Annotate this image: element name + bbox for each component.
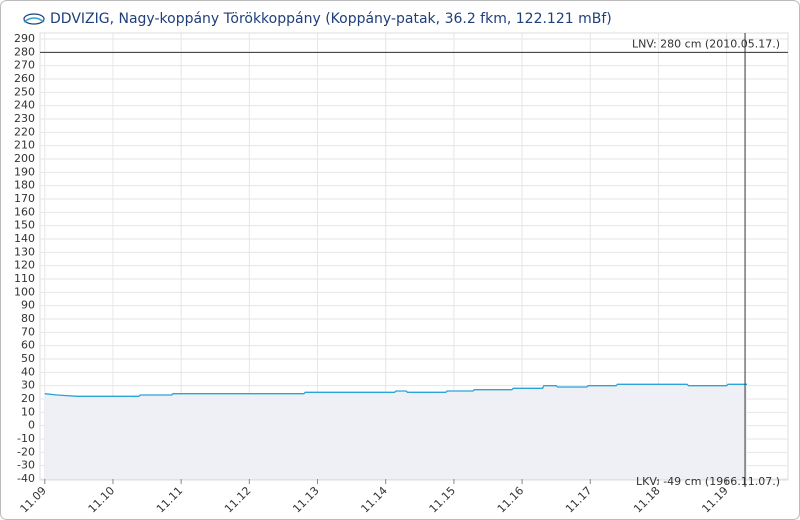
y-tick-label: 190	[14, 165, 35, 178]
y-tick-label: 50	[21, 352, 35, 365]
y-tick-label: 110	[14, 272, 35, 285]
logo	[23, 13, 45, 25]
y-tick-label: 140	[14, 232, 35, 245]
y-tick-label: 210	[14, 139, 35, 152]
y-tick-label: 130	[14, 245, 35, 258]
y-tick-label: 220	[14, 125, 35, 138]
y-tick-label: 120	[14, 259, 35, 272]
y-tick-label: 160	[14, 205, 35, 218]
y-tick-label: 280	[14, 45, 35, 58]
area	[44, 384, 748, 479]
y-tick-label: 200	[14, 152, 35, 165]
y-tick-label: 30	[21, 379, 35, 392]
y-tick-label: -20	[17, 445, 35, 458]
y-tick-label: 230	[14, 112, 35, 125]
y-tick-label: 70	[21, 325, 35, 338]
y-tick-label: 60	[21, 339, 35, 352]
y-tick-label: 240	[14, 99, 35, 112]
reference-label: LKV: -49 cm (1966.11.07.)	[636, 475, 780, 488]
y-tick-label: 10	[21, 405, 35, 418]
chart-title: DDVIZIG, Nagy-koppány Törökkoppány (Kopp…	[50, 11, 612, 27]
y-tick-label: 40	[21, 365, 35, 378]
y-tick-label: 180	[14, 179, 35, 192]
y-tick-label: 250	[14, 85, 35, 98]
y-tick-label: 100	[14, 285, 35, 298]
y-tick-label: 0	[28, 419, 35, 432]
y-tick-label: 150	[14, 219, 35, 232]
y-tick-label: 80	[21, 312, 35, 325]
y-tick-label: 20	[21, 392, 35, 405]
plot-area	[39, 32, 789, 481]
y-tick-label: 90	[21, 299, 35, 312]
reference-label: LNV: 280 cm (2010.05.17.)	[632, 37, 780, 50]
y-tick-label: -10	[17, 432, 35, 445]
y-tick-label: 290	[14, 32, 35, 45]
y-tick-label: 260	[14, 72, 35, 85]
y-tick-label: -30	[17, 459, 35, 472]
y-tick-label: 170	[14, 192, 35, 205]
y-tick-label: -40	[17, 472, 35, 485]
y-tick-label: 270	[14, 59, 35, 72]
line	[44, 383, 748, 397]
